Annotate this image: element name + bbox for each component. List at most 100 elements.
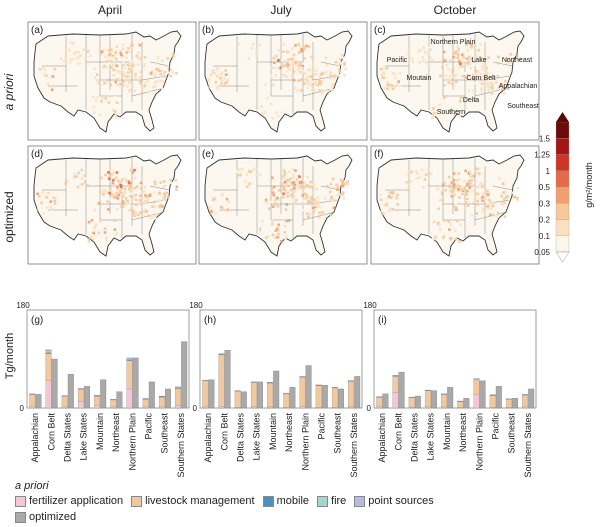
emission-cell (227, 78, 230, 81)
bar-apriori-fertilizer-application (61, 406, 68, 409)
emission-cell (294, 169, 297, 172)
emission-cell (43, 68, 47, 72)
map-panel: (f) (370, 145, 540, 265)
emission-cell (115, 175, 118, 179)
emission-cell (113, 177, 117, 181)
emission-cell (480, 82, 484, 85)
emission-cell (129, 192, 133, 195)
emission-cell (122, 63, 125, 66)
emission-cell (306, 75, 309, 78)
bar-apriori-livestock-management (522, 394, 529, 408)
emission-cell (295, 199, 298, 202)
emission-cell (272, 101, 275, 105)
emission-cell (285, 56, 288, 60)
emission-cell (332, 206, 336, 209)
emission-cell (315, 72, 319, 76)
emission-cell (78, 62, 81, 66)
emission-cell (116, 207, 119, 211)
emission-cell (122, 191, 126, 194)
emission-cell (309, 200, 312, 204)
emission-cell (96, 78, 99, 82)
emission-cell (501, 182, 505, 185)
emission-cell (454, 237, 458, 241)
bar-optimized (398, 371, 405, 409)
emission-cell (69, 58, 73, 61)
emission-cell (411, 60, 414, 64)
bar-optimized (148, 381, 155, 409)
emission-cell (501, 78, 504, 82)
emission-cell (431, 117, 434, 120)
emission-cell (382, 72, 386, 76)
emission-cell (467, 172, 471, 176)
emission-cell (146, 207, 149, 211)
emission-cell (110, 48, 113, 51)
emission-cell (306, 191, 309, 194)
emission-cell (73, 173, 76, 176)
emission-cell (329, 182, 332, 186)
emission-cell (160, 73, 164, 77)
emission-cell (142, 65, 145, 68)
emission-cell (315, 83, 318, 86)
emission-cell (284, 181, 288, 185)
emission-cell (329, 190, 332, 194)
emission-cell (49, 205, 52, 209)
emission-cell (302, 45, 306, 48)
emission-cell (319, 80, 323, 83)
legend-swatch-optimized (15, 511, 26, 523)
emission-cell (163, 193, 167, 197)
emission-cell (478, 172, 481, 175)
emission-cell (250, 47, 254, 50)
emission-cell (397, 80, 400, 83)
bar-apriori-livestock-management (45, 353, 52, 381)
emission-cell (232, 59, 236, 63)
x-tick-label: Pacific (491, 413, 501, 440)
emission-cell (435, 98, 439, 101)
bar-optimized (431, 390, 437, 409)
emission-cell (290, 183, 294, 187)
emission-cell (276, 228, 280, 231)
emission-cell (451, 70, 454, 73)
emission-cell (244, 46, 248, 49)
emission-cell (391, 87, 395, 91)
emission-cell (131, 44, 135, 48)
emission-cell (112, 73, 116, 77)
region-border (320, 61, 341, 67)
emission-cell (297, 187, 300, 190)
region-border (149, 185, 170, 191)
emission-cell (276, 196, 279, 200)
emission-cell (307, 215, 310, 219)
emission-cell (161, 87, 164, 91)
emission-cell (428, 48, 431, 52)
x-tick-label: Northern Plain (127, 413, 137, 471)
emission-cell (143, 185, 147, 189)
panel-label: (a) (31, 25, 43, 36)
bar-optimized (495, 386, 502, 409)
bar-apriori-point-sources (126, 357, 133, 360)
emission-cell (406, 182, 410, 185)
emission-cell (276, 205, 280, 208)
emission-cell (277, 189, 281, 192)
emission-cell (437, 207, 440, 210)
colorbar-top-arrow (556, 112, 569, 122)
emission-cell (478, 200, 482, 204)
emission-cell (247, 170, 251, 173)
emission-cell (505, 61, 509, 65)
emission-cell (476, 77, 479, 81)
emission-cell (274, 229, 278, 232)
emission-cell (271, 198, 275, 201)
emission-cell (287, 50, 291, 54)
emission-cell (452, 55, 455, 59)
emission-cell (426, 62, 430, 66)
x-tick-label: Southern States (523, 413, 533, 478)
emission-cell (482, 62, 485, 66)
emission-cell (346, 183, 349, 186)
emission-cell (487, 203, 490, 207)
emission-cell (465, 189, 469, 193)
emission-cell (481, 210, 485, 213)
emission-cell (288, 67, 292, 71)
emission-cell (343, 63, 346, 66)
emission-cell (460, 188, 464, 192)
emission-cell (457, 64, 461, 68)
emission-cell (226, 193, 229, 196)
